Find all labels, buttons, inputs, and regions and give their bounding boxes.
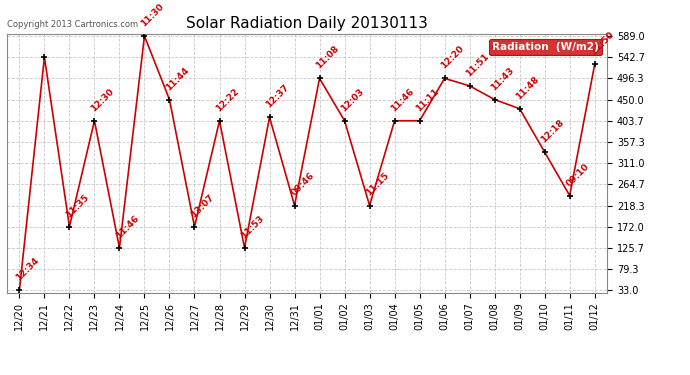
Text: Copyright 2013 Cartronics.com: Copyright 2013 Cartronics.com	[7, 20, 138, 28]
Text: 12:37: 12:37	[264, 83, 291, 110]
Legend: Radiation  (W/m2): Radiation (W/m2)	[489, 39, 602, 55]
Text: 11:43: 11:43	[489, 65, 516, 92]
Text: 13:07: 13:07	[189, 192, 216, 219]
Text: 11:50: 11:50	[589, 30, 616, 57]
Text: 11:46: 11:46	[115, 213, 141, 240]
Text: 11:11: 11:11	[415, 87, 441, 113]
Text: 11:35: 11:35	[64, 192, 91, 219]
Text: 11:53: 11:53	[239, 214, 266, 240]
Title: Solar Radiation Daily 20130113: Solar Radiation Daily 20130113	[186, 16, 428, 31]
Text: 09:10: 09:10	[564, 162, 591, 188]
Text: 11:44: 11:44	[164, 65, 191, 92]
Text: 09:46: 09:46	[289, 171, 316, 198]
Text: 11:51: 11:51	[464, 52, 491, 78]
Text: 11:30: 11:30	[139, 2, 166, 28]
Text: 11:15: 11:15	[364, 171, 391, 198]
Text: 12:20: 12:20	[440, 44, 466, 71]
Text: 12:34: 12:34	[14, 256, 41, 283]
Text: 12:03: 12:03	[339, 87, 366, 113]
Text: 11:48: 11:48	[515, 74, 541, 101]
Text: 12:30: 12:30	[89, 87, 116, 113]
Text: 11:46: 11:46	[389, 86, 416, 113]
Text: 11:08: 11:08	[315, 44, 341, 71]
Text: 12:18: 12:18	[540, 118, 566, 144]
Text: 12:22: 12:22	[215, 87, 241, 113]
